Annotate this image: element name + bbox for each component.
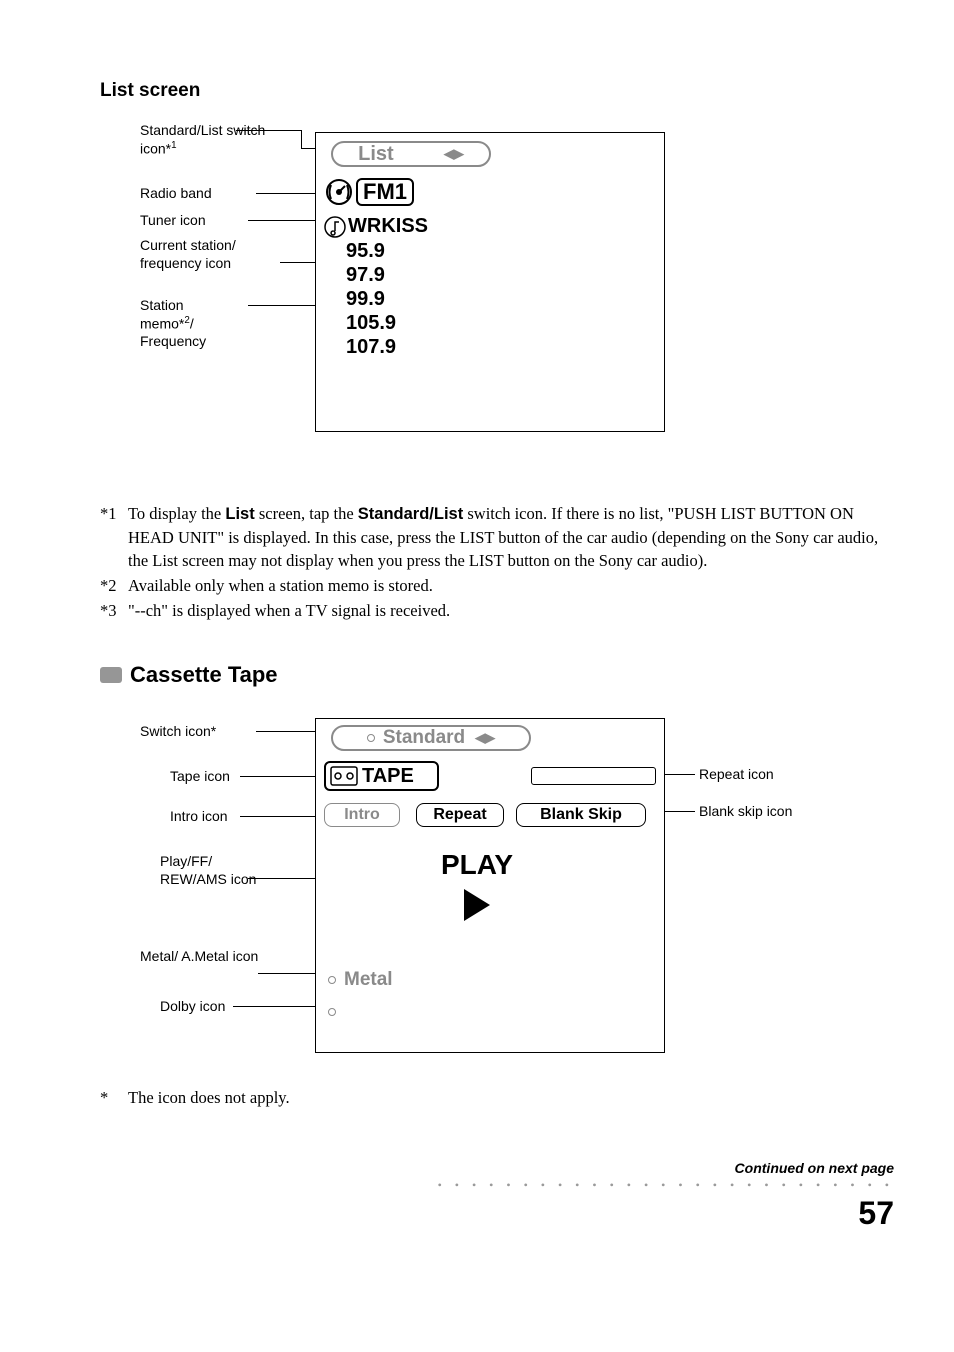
label-switch: Switch icon* <box>140 723 216 741</box>
freq-item: 99.9 <box>346 287 396 311</box>
label-repeat: Repeat icon <box>699 766 774 784</box>
label-metal: Metal/ A.Metal icon <box>140 948 258 966</box>
frequency-list: 95.9 97.9 99.9 105.9 107.9 <box>346 239 396 359</box>
label-tape: Tape icon <box>170 768 230 786</box>
freq-item: 97.9 <box>346 263 396 287</box>
current-station-row: WRKISS <box>324 215 428 238</box>
radio-band-value: FM1 <box>363 179 407 205</box>
list-screen-mock: List ◀▶ FM1 <box>315 132 665 432</box>
cassette-icon <box>330 766 358 786</box>
play-label: PLAY <box>441 849 513 881</box>
footnote-cassette: * The icon does not apply. <box>100 1086 894 1109</box>
station-name: WRKISS <box>348 215 428 238</box>
radio-dot-icon <box>367 734 375 742</box>
blankskip-pill[interactable]: Blank Skip <box>516 803 646 827</box>
list-mode-pill[interactable]: List ◀▶ <box>331 141 491 167</box>
page: List screen Standard/List switch icon*1 … <box>0 0 954 1272</box>
freq-item: 95.9 <box>346 239 396 263</box>
tuner-icon <box>324 177 354 207</box>
play-triangle-icon <box>464 889 490 921</box>
label-intro: Intro icon <box>170 808 228 826</box>
play-block: PLAY <box>441 849 513 921</box>
footnote-1: *1 To display the List screen, tap the S… <box>100 502 894 572</box>
subsection-cassette: Cassette Tape <box>100 662 894 688</box>
footnotes-section1: *1 To display the List screen, tap the S… <box>100 502 894 622</box>
section-title-list-screen: List screen <box>100 80 894 102</box>
repeat-pill[interactable]: Repeat <box>416 803 504 827</box>
dots-row: • • • • • • • • • • • • • • • • • • • • … <box>100 1178 894 1193</box>
footnote-3: *3 "--ch" is displayed when a TV signal … <box>100 599 894 622</box>
label-switch-sup: 1 <box>171 140 176 151</box>
leader <box>233 1006 328 1007</box>
bullet-icon <box>100 667 122 683</box>
cassette-screen-mock: Standard ◀▶ TAPE Intro Repeat <box>315 718 665 1053</box>
label-switch-icon: Standard/List switch icon* <box>140 122 265 156</box>
dolby-row <box>328 1003 336 1021</box>
metal-row: Metal <box>328 969 393 991</box>
label-radio-band: Radio band <box>140 185 212 203</box>
tape-label: TAPE <box>362 765 414 788</box>
label-play: Play/FF/ REW/AMS icon <box>160 853 280 888</box>
freq-item: 107.9 <box>346 335 396 359</box>
continued-label: Continued on next page <box>100 1160 894 1176</box>
standard-pill[interactable]: Standard ◀▶ <box>331 725 531 751</box>
standard-label: Standard <box>383 727 465 749</box>
leader <box>301 130 302 148</box>
metal-label: Metal <box>344 969 393 991</box>
intro-pill[interactable]: Intro <box>324 803 400 827</box>
label-current-station: Current station/ frequency icon <box>140 237 280 272</box>
switch-arrows-icon: ◀▶ <box>475 730 495 746</box>
leader <box>240 776 320 777</box>
indicator-box <box>531 767 656 785</box>
list-screen-diagram: Standard/List switch icon*1 Radio band T… <box>140 122 894 482</box>
music-note-icon <box>324 216 346 238</box>
radio-dot-icon <box>328 1008 336 1016</box>
footnote-2: *2 Available only when a station memo is… <box>100 574 894 597</box>
label-tuner-icon: Tuner icon <box>140 212 206 230</box>
label-blank: Blank skip icon <box>699 803 792 821</box>
cassette-diagram: Switch icon* Tape icon Intro icon Play/F… <box>140 708 894 1078</box>
leader <box>236 130 301 131</box>
switch-arrows-icon: ◀▶ <box>444 146 464 162</box>
tape-box: TAPE <box>324 761 439 791</box>
freq-item: 105.9 <box>346 311 396 335</box>
band-row: FM1 <box>324 177 414 207</box>
list-mode-label: List <box>358 143 394 166</box>
page-number: 57 <box>100 1195 894 1232</box>
radio-dot-icon <box>328 976 336 984</box>
label-station-memo: Station memo*2/ Frequency <box>140 297 206 350</box>
label-dolby: Dolby icon <box>160 998 225 1016</box>
subsection-title: Cassette Tape <box>130 662 278 688</box>
